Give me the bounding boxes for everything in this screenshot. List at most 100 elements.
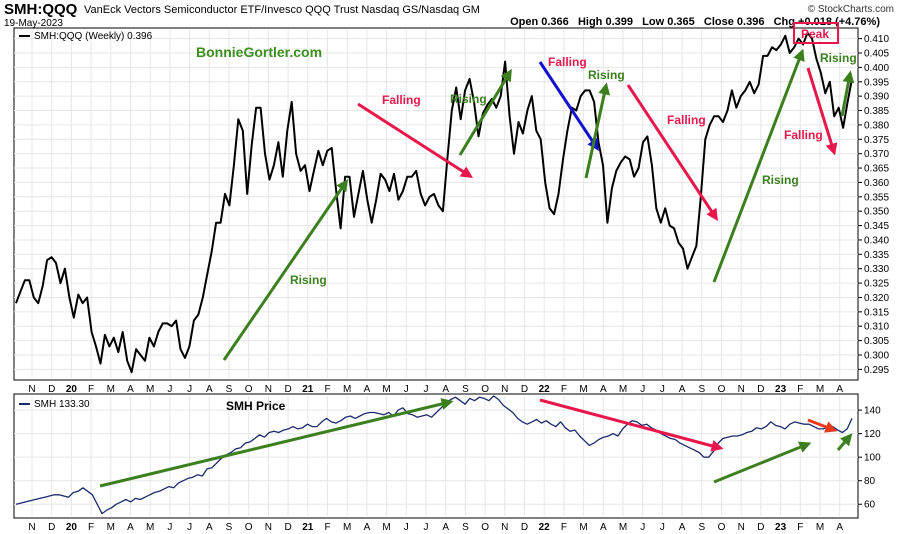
- x-tick-label: A: [206, 384, 213, 395]
- ratio-y-axis: 0.295 0.300 0.305 0.310 0.315 0.320 0.325 0.330…: [858, 34, 889, 376]
- y-tick-label: 140: [864, 406, 881, 417]
- x-tick-label: J: [660, 384, 665, 395]
- x-tick-label: A: [679, 384, 686, 395]
- x-tick-label: F: [797, 384, 803, 395]
- x-tick-label: S: [226, 384, 233, 395]
- x-tick-label: O: [245, 522, 253, 533]
- y-tick-label: 0.365: [864, 164, 889, 175]
- label-falling-2: Falling: [548, 55, 587, 69]
- x-tick-label: A: [442, 384, 449, 395]
- arrow-rising-5: [840, 70, 855, 117]
- x-tick-label: N: [265, 522, 272, 533]
- x-tick-label: J: [404, 522, 409, 533]
- x-tick-label: J: [167, 522, 172, 533]
- label-rising-2: Rising: [450, 92, 487, 106]
- credit-label: © StockCharts.com: [807, 4, 894, 15]
- ohlc-readout: Open 0.366 High 0.399 Low 0.365 Close 0.…: [510, 16, 880, 28]
- x-tick-label: S: [698, 384, 705, 395]
- x-tick-label: A: [836, 384, 843, 395]
- x-tick-label: F: [324, 384, 330, 395]
- arrow-falling-1: [357, 102, 474, 178]
- x-tick-label: F: [561, 384, 567, 395]
- label-rising-4: Rising: [762, 173, 799, 187]
- x-tick-label: M: [816, 522, 824, 533]
- x-tick-label: S: [462, 384, 469, 395]
- x-tick-label: M: [619, 522, 627, 533]
- arrow-falling-3: [626, 84, 718, 222]
- price-panel-frame: [13, 393, 859, 519]
- x-tick-label: N: [501, 522, 508, 533]
- y-tick-label: 0.355: [864, 192, 889, 203]
- price-legend-label: SMH 133.30: [34, 399, 90, 410]
- y-tick-label: 0.345: [864, 221, 889, 232]
- x-tick-label: J: [424, 384, 429, 395]
- watermark: BonnieGortler.com: [196, 44, 322, 60]
- x-tick-label: M: [146, 384, 154, 395]
- ratio-vertical-grid: [31, 30, 841, 378]
- y-tick-label: 80: [864, 476, 876, 487]
- x-tick-label: 22: [539, 384, 551, 395]
- ratio-x-axis: N D 20 F M A M J J A S O N D 21 F M A M J J A S O N D 22 F M A M J J A S O N…: [28, 384, 843, 395]
- x-tick-label: 22: [539, 522, 551, 533]
- x-tick-label: N: [28, 522, 35, 533]
- price-x-axis: N D 20 F M A M J J A S O N D 21 F M A M J J A S O N D 22 F M A M J J A S O N…: [28, 522, 843, 533]
- x-tick-label: 23: [775, 522, 787, 533]
- x-tick-label: D: [521, 384, 528, 395]
- x-tick-label: S: [226, 522, 233, 533]
- y-tick-label: 0.405: [864, 49, 889, 60]
- y-tick-label: 0.370: [864, 149, 889, 160]
- ratio-legend-label: SMH:QQQ (Weekly) 0.396: [34, 31, 153, 42]
- label-falling-3: Falling: [667, 113, 706, 127]
- y-tick-label: 0.395: [864, 77, 889, 88]
- x-tick-label: N: [738, 522, 745, 533]
- arrow-falling-4: [806, 67, 838, 156]
- ratio-series-line: [15, 31, 853, 374]
- x-tick-label: O: [245, 384, 253, 395]
- x-tick-label: 20: [66, 522, 78, 533]
- label-rising-5: Rising: [820, 51, 857, 65]
- y-tick-label: 120: [864, 429, 881, 440]
- price-y-axis: 60 80 100 120 140: [858, 406, 881, 511]
- x-tick-label: M: [107, 384, 115, 395]
- y-tick-label: 0.335: [864, 250, 889, 261]
- arrow-rising-3: [584, 82, 611, 179]
- y-tick-label: 100: [864, 453, 881, 464]
- x-tick-label: 21: [302, 384, 314, 395]
- x-tick-label: A: [600, 522, 607, 533]
- x-tick-label: J: [187, 522, 192, 533]
- chart-description: VanEck Vectors Semiconductor ETF/Invesco…: [84, 4, 480, 16]
- y-tick-label: 0.315: [864, 307, 889, 318]
- arrow-rising-1: [222, 179, 349, 361]
- price-arrow-rising-2: [713, 441, 812, 484]
- label-rising-1: Rising: [290, 273, 327, 287]
- x-tick-label: D: [521, 522, 528, 533]
- x-tick-label: A: [364, 384, 371, 395]
- y-tick-label: 0.300: [864, 350, 889, 361]
- x-tick-label: D: [284, 384, 291, 395]
- price-series-line: [15, 395, 853, 515]
- x-tick-label: F: [797, 522, 803, 533]
- y-tick-label: 0.310: [864, 322, 889, 333]
- x-tick-label: S: [462, 522, 469, 533]
- x-tick-label: N: [738, 384, 745, 395]
- price-panel-title: SMH Price: [226, 399, 286, 413]
- y-tick-label: 0.350: [864, 207, 889, 218]
- y-tick-label: 0.325: [864, 279, 889, 290]
- x-tick-label: J: [167, 384, 172, 395]
- x-tick-label: F: [88, 522, 94, 533]
- x-tick-label: A: [206, 522, 213, 533]
- y-tick-label: 60: [864, 500, 876, 511]
- x-tick-label: D: [757, 522, 764, 533]
- y-tick-label: 0.340: [864, 235, 889, 246]
- ratio-panel-frame: [13, 27, 859, 381]
- x-tick-label: O: [481, 522, 489, 533]
- x-tick-label: A: [679, 522, 686, 533]
- y-tick-label: 0.330: [864, 264, 889, 275]
- x-tick-label: M: [343, 522, 351, 533]
- x-tick-label: D: [757, 384, 764, 395]
- x-tick-label: J: [187, 384, 192, 395]
- x-tick-label: D: [48, 384, 55, 395]
- x-tick-label: S: [698, 522, 705, 533]
- x-tick-label: M: [343, 384, 351, 395]
